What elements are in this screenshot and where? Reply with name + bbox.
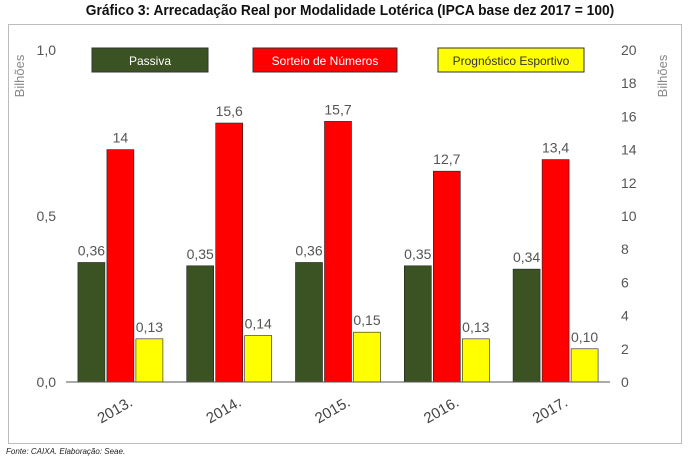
legend-label: Prognóstico Esportivo: [453, 54, 570, 68]
legend-swatch: [437, 47, 585, 73]
right-axis-tick-label: 6: [621, 274, 629, 290]
data-label: 15,6: [216, 103, 243, 119]
category-label: 2015.: [312, 394, 353, 427]
data-label: 0,13: [136, 319, 163, 335]
data-label: 0,14: [245, 316, 272, 332]
bar: [403, 265, 432, 383]
left-axis-tick-label: 0,5: [37, 208, 57, 224]
bar: [77, 262, 106, 383]
data-label: 0,35: [404, 246, 431, 262]
right-axis-tick-label: 4: [621, 308, 629, 324]
bar: [215, 122, 243, 383]
left-axis-tick-label: 0,0: [37, 374, 57, 390]
bar: [106, 149, 135, 383]
legend-swatch: [252, 47, 398, 73]
right-axis-title: Bilhões: [655, 54, 670, 97]
bar: [244, 335, 272, 383]
right-axis-tick-label: 12: [621, 175, 637, 191]
category-label: 2013.: [95, 394, 136, 427]
category-label: 2017.: [530, 394, 571, 427]
right-axis-tick-label: 8: [621, 241, 629, 257]
chart-frame: [8, 24, 682, 444]
bar: [570, 348, 599, 383]
left-axis-title: Bilhões: [12, 54, 27, 97]
right-axis-tick-label: 14: [621, 142, 637, 158]
data-label: 0,13: [462, 319, 489, 335]
right-axis-tick-label: 18: [621, 75, 637, 91]
bar: [512, 268, 541, 383]
right-axis-tick-label: 10: [621, 208, 637, 224]
right-axis-tick-label: 20: [621, 42, 637, 58]
data-label: 0,34: [513, 249, 540, 265]
category-label: 2014.: [203, 394, 244, 427]
legend-label: Passiva: [129, 54, 171, 68]
data-label: 12,7: [433, 151, 460, 167]
left-axis-tick-label: 1,0: [37, 42, 57, 58]
data-label: 0,36: [78, 242, 105, 258]
bar: [295, 262, 323, 383]
data-label: 0,36: [295, 242, 322, 258]
bar: [324, 121, 352, 383]
data-label: 15,7: [324, 101, 351, 117]
right-axis-tick-label: 0: [621, 374, 629, 390]
data-label: 0,35: [187, 246, 214, 262]
legend-label: Sorteio de Números: [272, 54, 379, 68]
source-note: Fonte: CAIXA. Elaboração: Seae.: [6, 447, 126, 456]
data-label: 14: [113, 130, 129, 146]
category-label: 2016.: [421, 394, 462, 427]
right-axis-tick-label: 16: [621, 108, 637, 124]
bar: [135, 338, 164, 383]
bar: [541, 159, 570, 383]
bar: [461, 338, 490, 383]
bar: [186, 265, 214, 383]
chart-title: Gráfico 3: Arrecadação Real por Modalida…: [85, 2, 615, 19]
data-label: 0,15: [353, 312, 380, 328]
legend-swatch: [91, 47, 209, 73]
bar: [353, 331, 381, 383]
data-label: 0,10: [571, 329, 598, 345]
bar: [432, 170, 461, 383]
right-axis-tick-label: 2: [621, 341, 629, 357]
data-label: 13,4: [542, 140, 569, 156]
